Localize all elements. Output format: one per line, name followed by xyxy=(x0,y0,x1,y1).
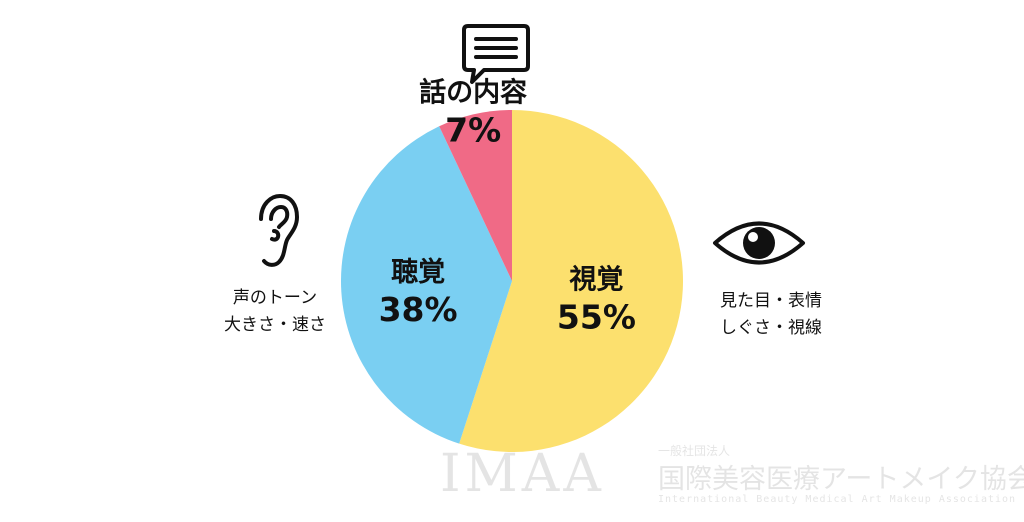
watermark: IMAA 一般社団法人 国際美容医療アートメイク協会 International… xyxy=(440,442,1024,514)
watermark-english-name: International Beauty Medical Art Makeup … xyxy=(658,494,1017,505)
watermark-org-name: 国際美容医療アートメイク協会 xyxy=(658,464,1024,495)
visual-annotation-line-1: 見た目・表情 xyxy=(720,291,822,311)
visual-annotation: 見た目・表情 しぐさ・視線 xyxy=(720,288,822,342)
watermark-acronym: IMAA xyxy=(440,444,605,504)
pie-slices xyxy=(340,110,684,452)
hearing-annotation-line-2: 大きさ・速さ xyxy=(224,315,326,335)
pie-slice-visual xyxy=(459,110,684,452)
speech-bubble-icon xyxy=(462,24,530,84)
slice-value-hearing: 38% xyxy=(379,290,458,329)
hearing-annotation-line-1: 声のトーン xyxy=(232,288,318,308)
slice-value-visual: 55% xyxy=(557,297,636,336)
watermark-prefix: 一般社団法人 xyxy=(658,444,731,458)
eye-icon xyxy=(713,221,805,265)
visual-annotation-line-2: しぐさ・視線 xyxy=(720,318,822,338)
slice-name-hearing: 聴覚 xyxy=(391,257,445,288)
pie-slice-content xyxy=(439,110,512,281)
hearing-annotation: 声のトーン 大きさ・速さ xyxy=(200,285,350,339)
ear-icon xyxy=(259,193,300,267)
slice-name-visual: 視覚 xyxy=(569,264,623,295)
pie-slice-hearing xyxy=(340,126,512,444)
slice-value-content: 7% xyxy=(445,110,501,149)
